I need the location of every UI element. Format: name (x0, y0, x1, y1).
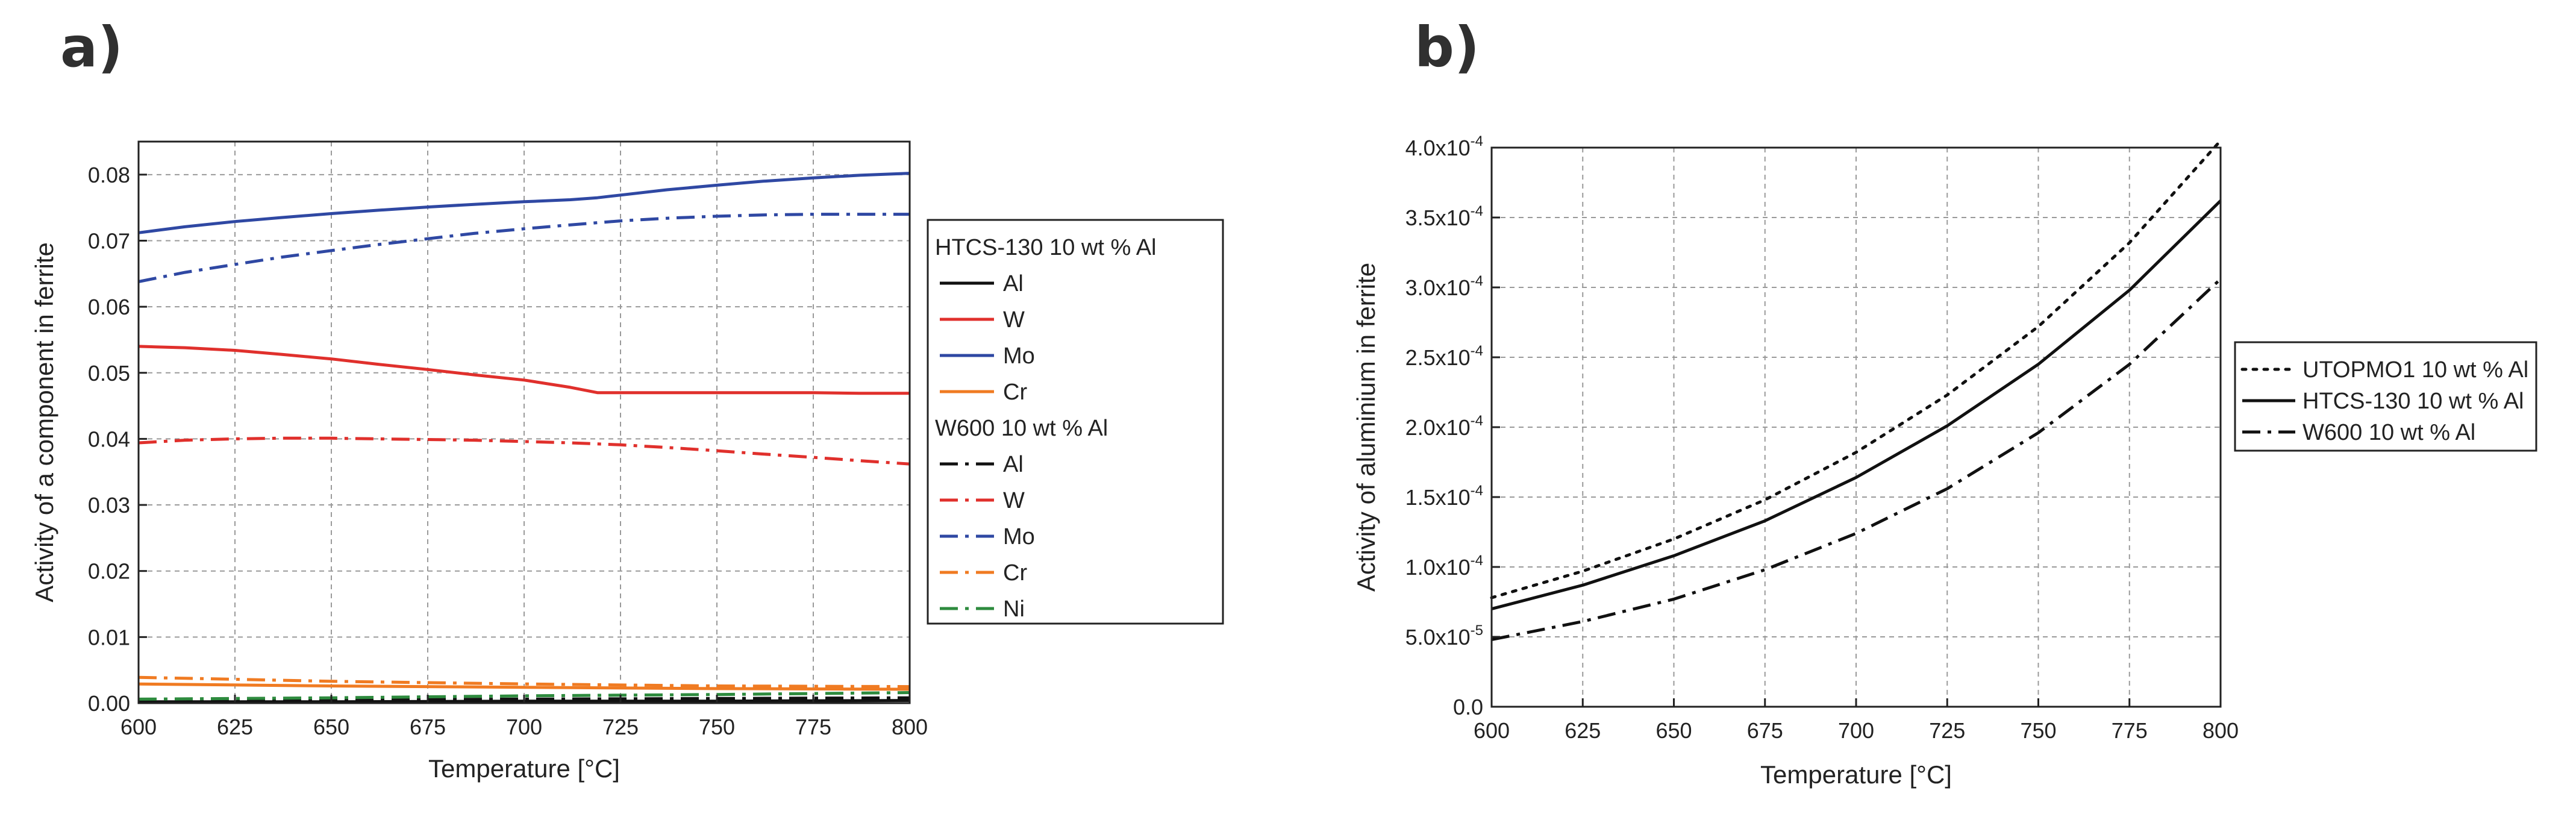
chart-a-legend-box (927, 219, 1224, 625)
chart-a: a) 600 625 650 675 700 725 750 775 800 0.000.010… (30, 15, 1224, 783)
chart-b: b) 600 625 650 675 700 725 750 775 800 0.0 5.0x10… (1352, 15, 2537, 789)
y-tick-label: 2.5x10-4 (1405, 343, 1483, 370)
y-tick-label: 0.08 (88, 163, 130, 187)
series-line-W600-Al (138, 696, 910, 703)
series-line-HTCS-130-10-wt-Al (1491, 199, 2222, 611)
x-tick-label: 700 (506, 715, 542, 739)
x-tick-label: 600 (1474, 718, 1510, 743)
y-tick-label: 3.5x10-4 (1405, 203, 1483, 230)
chart-b-x-axis-title: Temperature [°C] (1760, 760, 1952, 789)
x-tick-label: 750 (2020, 718, 2056, 743)
x-tick-label: 650 (313, 715, 349, 739)
x-tick-label: 675 (1747, 718, 1783, 743)
y-tick-label: 0.07 (88, 228, 130, 253)
legend-label: Mo (1003, 343, 1035, 369)
y-tick-label: 1.5x10-4 (1405, 483, 1483, 510)
series-line-W600-W (138, 436, 910, 466)
x-tick-label: 600 (120, 715, 157, 739)
panel-label-a: a) (60, 15, 123, 80)
chart-b-series (1490, 139, 2222, 642)
chart-b-grid (1492, 148, 2221, 707)
legend-label: Ni (1003, 596, 1025, 622)
legend-group-title: W600 10 wt % Al (935, 416, 1108, 441)
y-tick-label: 1.0x10-4 (1405, 552, 1483, 580)
y-tick-label: 0.04 (88, 427, 130, 451)
panel-label-b: b) (1415, 15, 1480, 80)
legend-label: HTCS-130 10 wt % Al (2302, 389, 2524, 414)
x-tick-label: 700 (1838, 718, 1874, 743)
y-tick-label: 4.0x10-4 (1405, 133, 1483, 160)
x-tick-label: 775 (2112, 718, 2148, 743)
y-tick-label: 0.05 (88, 361, 130, 386)
chart-a-series (138, 172, 910, 704)
chart-b-y-axis-title: Activity of aluminium in ferrite (1352, 263, 1380, 592)
series-line-W600-Cr (138, 675, 910, 689)
x-tick-label: 800 (892, 715, 928, 739)
y-tick-label: 0.03 (88, 493, 130, 518)
legend-label: W600 10 wt % Al (2302, 420, 2475, 445)
chart-a-grid (139, 142, 910, 703)
y-tick-label: 5.0x10-5 (1405, 622, 1483, 650)
legend-label: Al (1003, 452, 1024, 477)
legend-label: W (1003, 307, 1025, 333)
chart-a-y-axis-title: Activity of a component in ferrite (30, 242, 58, 603)
chart-a-x-axis-title: Temperature [°C] (428, 754, 620, 783)
legend-label: W (1003, 488, 1025, 513)
legend-label: Cr (1003, 560, 1027, 586)
chart-a-legend: HTCS-130 10 wt % Al Al W Mo Cr W600 10 wt % A… (927, 219, 1224, 625)
x-tick-label: 675 (410, 715, 446, 739)
y-tick-label: 0.00 (88, 691, 130, 716)
y-tick-label: 2.0x10-4 (1405, 413, 1483, 440)
series-line-HTCS-130-Cr (138, 682, 910, 691)
series-line-HTCS-130-W (138, 345, 910, 395)
x-tick-label: 650 (1655, 718, 1692, 743)
x-tick-label: 725 (602, 715, 639, 739)
y-tick-label: 0.01 (88, 625, 130, 650)
legend-label: Al (1003, 271, 1024, 296)
x-tick-label: 625 (1565, 718, 1601, 743)
chart-b-x-ticks: 600 625 650 675 700 725 750 775 800 (1474, 698, 2239, 743)
series-line-UTOPMO1-10-wt-Al (1490, 139, 2222, 599)
y-tick-label: 0.06 (88, 295, 130, 319)
x-tick-label: 775 (795, 715, 831, 739)
legend-label: UTOPMO1 10 wt % Al (2302, 357, 2528, 383)
series-line-HTCS-130-Mo (138, 172, 910, 234)
chart-a-x-ticks: 600 625 650 675 700 725 750 775 800 (120, 695, 928, 739)
series-line-W600-10-wt-Al (1491, 278, 2222, 642)
series-line-W600-Ni (138, 691, 910, 701)
y-tick-label: 0.0 (1453, 695, 1483, 719)
legend-group-title: HTCS-130 10 wt % Al (935, 235, 1156, 260)
y-tick-label: 3.0x10-4 (1405, 273, 1483, 300)
legend-label: Cr (1003, 380, 1027, 405)
chart-b-y-ticks: 0.0 5.0x10-5 1.0x10-4 1.5x10-4 2.0x10-4 2.5x1… (1405, 133, 1500, 719)
x-tick-label: 725 (1929, 718, 1965, 743)
y-tick-label: 0.02 (88, 559, 130, 584)
legend-label: Mo (1003, 524, 1035, 549)
series-line-W600-Mo (138, 213, 910, 283)
x-tick-label: 750 (699, 715, 735, 739)
x-tick-label: 800 (2202, 718, 2239, 743)
x-tick-label: 625 (217, 715, 253, 739)
chart-a-y-ticks: 0.00 0.01 0.02 0.03 0.04 0.05 0.06 0.07 0.08 (88, 163, 147, 716)
chart-b-legend: UTOPMO1 10 wt % Al HTCS-130 10 wt % Al W60… (2234, 341, 2537, 452)
